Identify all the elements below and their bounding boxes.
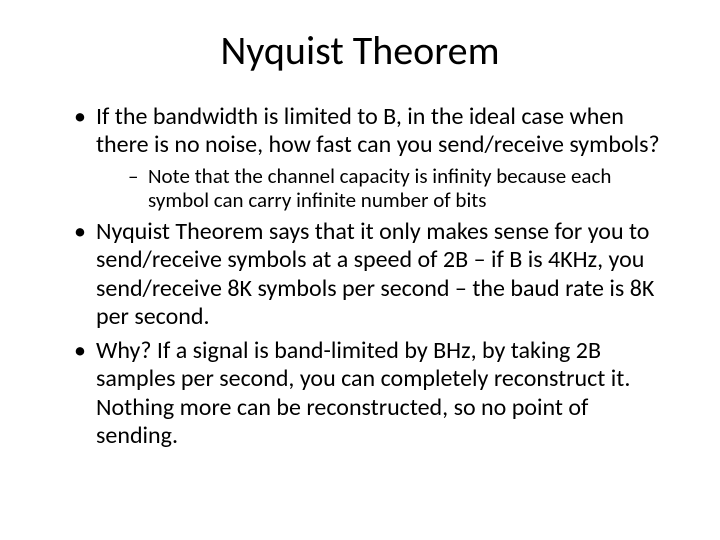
bullet-text: Note that the channel capacity is infini… [148, 163, 611, 213]
list-item: Nyquist Theorem says that it only makes … [74, 218, 670, 331]
bullet-text: Nyquist Theorem says that it only makes … [96, 217, 654, 331]
list-item: Note that the channel capacity is infini… [128, 164, 670, 212]
bullet-list: If the bandwidth is limited to B, in the… [20, 103, 700, 450]
sub-bullet-list: Note that the channel capacity is infini… [96, 164, 670, 212]
bullet-text: If the bandwidth is limited to B, in the… [96, 102, 660, 159]
slide: Nyquist Theorem If the bandwidth is limi… [0, 0, 720, 540]
slide-title: Nyquist Theorem [20, 26, 700, 75]
list-item: Why? If a signal is band-limited by BHz,… [74, 337, 670, 450]
bullet-text: Why? If a signal is band-limited by BHz,… [96, 336, 630, 450]
list-item: If the bandwidth is limited to B, in the… [74, 103, 670, 212]
